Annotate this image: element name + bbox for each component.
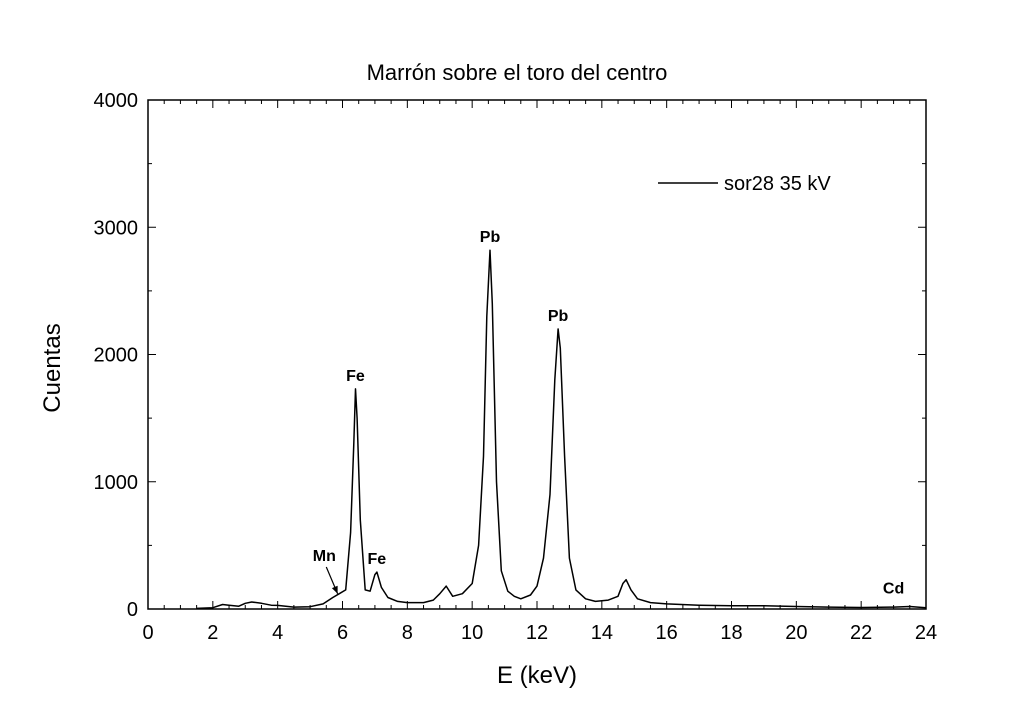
peak-label: Pb [480,229,501,246]
x-tick-label: 24 [915,622,937,644]
x-tick-label: 12 [526,622,548,644]
series-layer [196,249,927,610]
y-tick-label: 0 [127,599,138,621]
peak-annotations: Mn Fe Fe Pb Pb Cd [313,229,905,597]
x-tick-label: 2 [207,622,218,644]
legend-label: sor28 35 kV [724,173,831,195]
x-tick-label: 16 [656,622,678,644]
y-tick-label: 4000 [94,90,139,112]
peak-label: Pb [548,308,569,325]
y-tick-label: 3000 [94,217,139,239]
peak-label: Mn [313,548,336,565]
chart-title: Marrón sobre el toro del centro [367,60,668,85]
annotation-arrowhead [331,585,338,594]
y-tick-label: 1000 [94,472,139,494]
x-axis-title: E (keV) [497,662,577,689]
x-tick-label: 6 [337,622,348,644]
peak-label: Fe [368,551,387,568]
x-tick-label: 22 [850,622,872,644]
x-tick-label: 8 [402,622,413,644]
x-tick-label: 18 [720,622,742,644]
legend: sor28 35 kV [658,173,831,195]
x-tick-label: 14 [591,622,613,644]
x-tick-label: 20 [785,622,807,644]
axis-ticks [147,99,927,610]
peak-label: Fe [346,368,365,385]
peak-label: Cd [883,580,904,597]
x-tick-label: 0 [142,622,153,644]
series-line [196,249,927,610]
y-tick-label: 2000 [94,345,139,367]
x-tick-label: 4 [272,622,283,644]
y-axis-title: Cuentas [39,323,66,412]
x-tick-label: 10 [461,622,483,644]
